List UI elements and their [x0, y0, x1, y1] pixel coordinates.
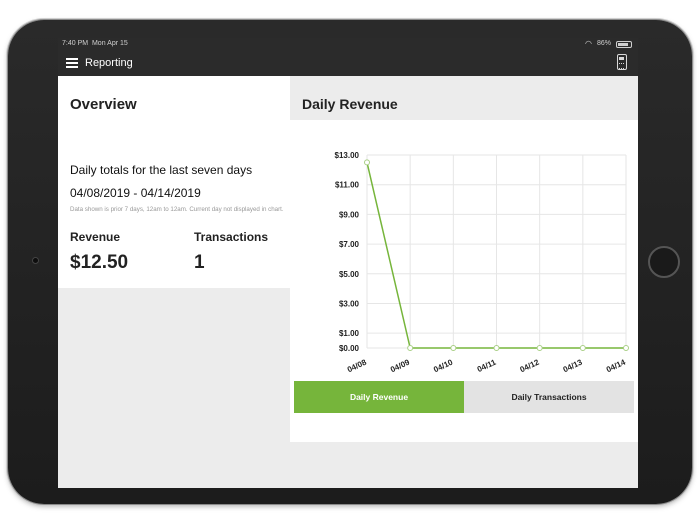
x-tick-label: 04/12: [519, 357, 541, 374]
home-button[interactable]: [648, 246, 680, 278]
status-indicators: ◠ 86%: [585, 38, 632, 50]
y-tick-label: $11.00: [335, 181, 360, 190]
revenue-label: Revenue: [70, 230, 121, 244]
overview-panel: Overview Daily totals for the last seven…: [58, 76, 290, 288]
tab-daily-revenue[interactable]: Daily Revenue: [294, 381, 464, 413]
data-point: [493, 345, 500, 351]
battery-icon: [616, 40, 632, 48]
overview-title: Overview: [70, 96, 137, 113]
nav-bar: Reporting: [58, 50, 638, 76]
data-point: [450, 345, 457, 351]
data-point: [364, 159, 370, 166]
x-tick-label: 04/10: [432, 357, 454, 374]
transactions-value: 1: [194, 252, 205, 273]
chart-title: Daily Revenue: [302, 96, 398, 112]
transactions-label: Transactions: [194, 230, 269, 244]
battery-percent: 86%: [596, 40, 611, 47]
y-tick-label: $9.00: [339, 210, 360, 219]
wifi-icon: ◠: [585, 39, 592, 48]
date-range: 04/08/2019 - 04/14/2019: [70, 186, 201, 200]
y-tick-label: $0.00: [339, 344, 360, 353]
nav-title: Reporting: [85, 57, 133, 69]
x-tick-label: 04/08: [346, 357, 368, 374]
data-point: [579, 345, 586, 351]
y-tick-label: $13.00: [335, 151, 360, 160]
revenue-value: $12.50: [70, 252, 129, 273]
data-note: Data shown is prior 7 days, 12am to 12am…: [70, 206, 284, 213]
data-point: [536, 345, 543, 351]
data-point: [407, 345, 414, 351]
overview-subtitle: Daily totals for the last seven days: [70, 163, 253, 177]
app-screen: 7:40 PM Mon Apr 15 ◠ 86% Reporting Overv…: [58, 38, 638, 488]
x-tick-label: 04/09: [389, 357, 411, 374]
front-camera: [32, 257, 39, 264]
y-tick-label: $7.00: [339, 240, 360, 249]
y-tick-label: $1.00: [339, 329, 360, 338]
card-reader-icon[interactable]: [617, 54, 627, 70]
revenue-line-chart: $0.00 $1.00 $3.00 $5.00 $7.00 $9.00 $11.00 $13.…: [335, 151, 629, 374]
y-tick-label: $3.00: [339, 299, 360, 308]
hamburger-menu-icon[interactable]: [66, 56, 78, 68]
x-tick-label: 04/14: [605, 357, 627, 374]
chart-header: Daily Revenue: [290, 76, 638, 120]
status-bar: 7:40 PM Mon Apr 15 ◠ 86%: [58, 38, 638, 50]
x-tick-label: 04/11: [476, 357, 498, 374]
y-tick-label: $5.00: [339, 270, 360, 279]
tab-daily-transactions[interactable]: Daily Transactions: [464, 381, 634, 413]
status-time: 7:40 PM Mon Apr 15: [62, 40, 128, 47]
x-tick-label: 04/13: [562, 357, 584, 374]
data-point: [623, 345, 629, 351]
